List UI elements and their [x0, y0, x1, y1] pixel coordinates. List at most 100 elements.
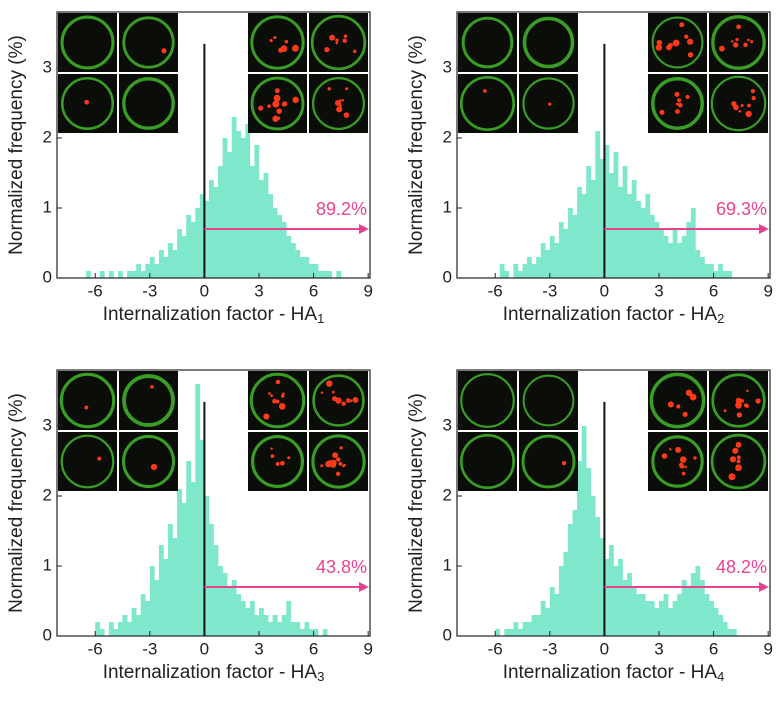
x-tick-label: 6: [709, 281, 718, 300]
histogram-bar: [186, 215, 192, 278]
histogram-bar: [213, 545, 219, 636]
histogram-bar: [595, 517, 601, 636]
red-particle: [84, 99, 90, 105]
histogram-bar: [295, 622, 301, 636]
red-particle: [684, 465, 688, 469]
histogram-bar: [722, 622, 728, 636]
histogram-bar: [236, 594, 242, 636]
y-tick-label: 3: [443, 57, 452, 76]
red-particle: [336, 106, 343, 113]
histogram-bar: [577, 187, 582, 278]
histogram-bar: [168, 524, 173, 636]
histogram-bar: [640, 208, 646, 278]
histogram-bar: [286, 236, 292, 278]
histogram-bar: [686, 587, 692, 636]
histogram-bar: [668, 243, 673, 278]
histogram-bar: [558, 222, 564, 278]
histogram-bar: [590, 180, 596, 278]
red-particle: [326, 380, 333, 387]
histogram-bar: [254, 145, 260, 278]
red-particle: [263, 413, 270, 420]
histogram-bar: [163, 257, 169, 278]
red-particle: [335, 38, 339, 42]
red-particle: [561, 460, 567, 466]
histogram-bar: [709, 264, 714, 278]
x-tick-label: -6: [88, 281, 103, 300]
red-particle: [269, 39, 273, 43]
cell-membrane: [310, 14, 367, 71]
histogram-bar: [649, 601, 655, 636]
y-tick-label: 1: [43, 197, 52, 216]
x-tick-label: 9: [763, 281, 772, 300]
histogram-bar: [295, 250, 301, 278]
histogram-bar: [281, 222, 287, 278]
histogram-bar: [231, 580, 237, 636]
red-particle: [272, 115, 279, 122]
histogram-bar: [336, 271, 342, 278]
histogram-bar: [508, 629, 514, 636]
red-particle: [320, 391, 324, 394]
red-particle: [328, 459, 332, 464]
micrograph-inset: [648, 13, 768, 133]
x-axis-label-text: Internalization factor - HA: [103, 304, 318, 325]
cell-membrane: [311, 76, 366, 131]
micrograph-tile: [58, 432, 117, 491]
cell-membrane: [250, 76, 305, 131]
x-tick-label: 3: [654, 639, 663, 658]
red-particle: [659, 109, 665, 115]
histogram-bar: [327, 271, 333, 278]
histogram-bar: [145, 264, 151, 278]
plot-frame: [56, 369, 371, 637]
histogram-bar: [672, 601, 678, 636]
red-particle: [272, 398, 277, 404]
y-tick-label: 0: [443, 267, 452, 286]
histogram-bar: [540, 243, 546, 278]
x-tick-label: -3: [142, 281, 157, 300]
histogram-bar: [177, 229, 182, 278]
micrograph-tile: [119, 432, 178, 491]
histogram-bar: [527, 257, 532, 278]
histogram-bar: [727, 629, 733, 636]
cell-membrane: [250, 15, 305, 70]
red-particle: [736, 412, 743, 418]
histogram-bar: [313, 264, 319, 278]
histogram-bar: [517, 271, 523, 278]
x-axis-label-text: Internalization factor - HA: [503, 662, 718, 683]
cell-membrane: [522, 77, 575, 130]
micrograph-tile: [119, 371, 178, 430]
red-particle: [682, 411, 688, 417]
histogram-bar: [713, 271, 719, 278]
histogram-bar: [686, 222, 692, 278]
red-particle: [676, 404, 681, 409]
cell-membrane: [711, 15, 766, 70]
x-tick-label: 0: [600, 639, 609, 658]
red-particle: [341, 99, 344, 102]
histogram-bar: [158, 250, 164, 278]
histogram-bar: [681, 236, 687, 278]
histogram-bar: [581, 426, 587, 636]
red-particle: [675, 109, 680, 114]
red-particle: [738, 109, 742, 113]
histogram-bar: [254, 615, 260, 636]
histogram-bar: [549, 587, 555, 636]
micrograph-tile: [648, 432, 707, 491]
histogram-bar: [704, 594, 710, 636]
x-axis-label-subscript: 2: [717, 311, 724, 326]
y-tick-label: 3: [43, 57, 52, 76]
micrograph-tile: [58, 371, 117, 430]
cell-membrane: [651, 77, 704, 130]
red-particle: [342, 38, 347, 43]
histogram-bar: [727, 271, 733, 278]
red-particle: [280, 394, 285, 398]
histogram-bar: [522, 264, 528, 278]
micrograph-tile: [519, 13, 578, 72]
histogram-bar: [645, 601, 651, 636]
y-tick-label: 0: [43, 267, 52, 286]
red-particle: [345, 398, 351, 403]
histogram-bar: [131, 271, 137, 278]
histogram-bar: [299, 629, 305, 636]
red-particle: [291, 44, 299, 52]
red-particle: [667, 401, 674, 408]
red-particle: [743, 42, 748, 48]
histogram-bar: [554, 243, 560, 278]
